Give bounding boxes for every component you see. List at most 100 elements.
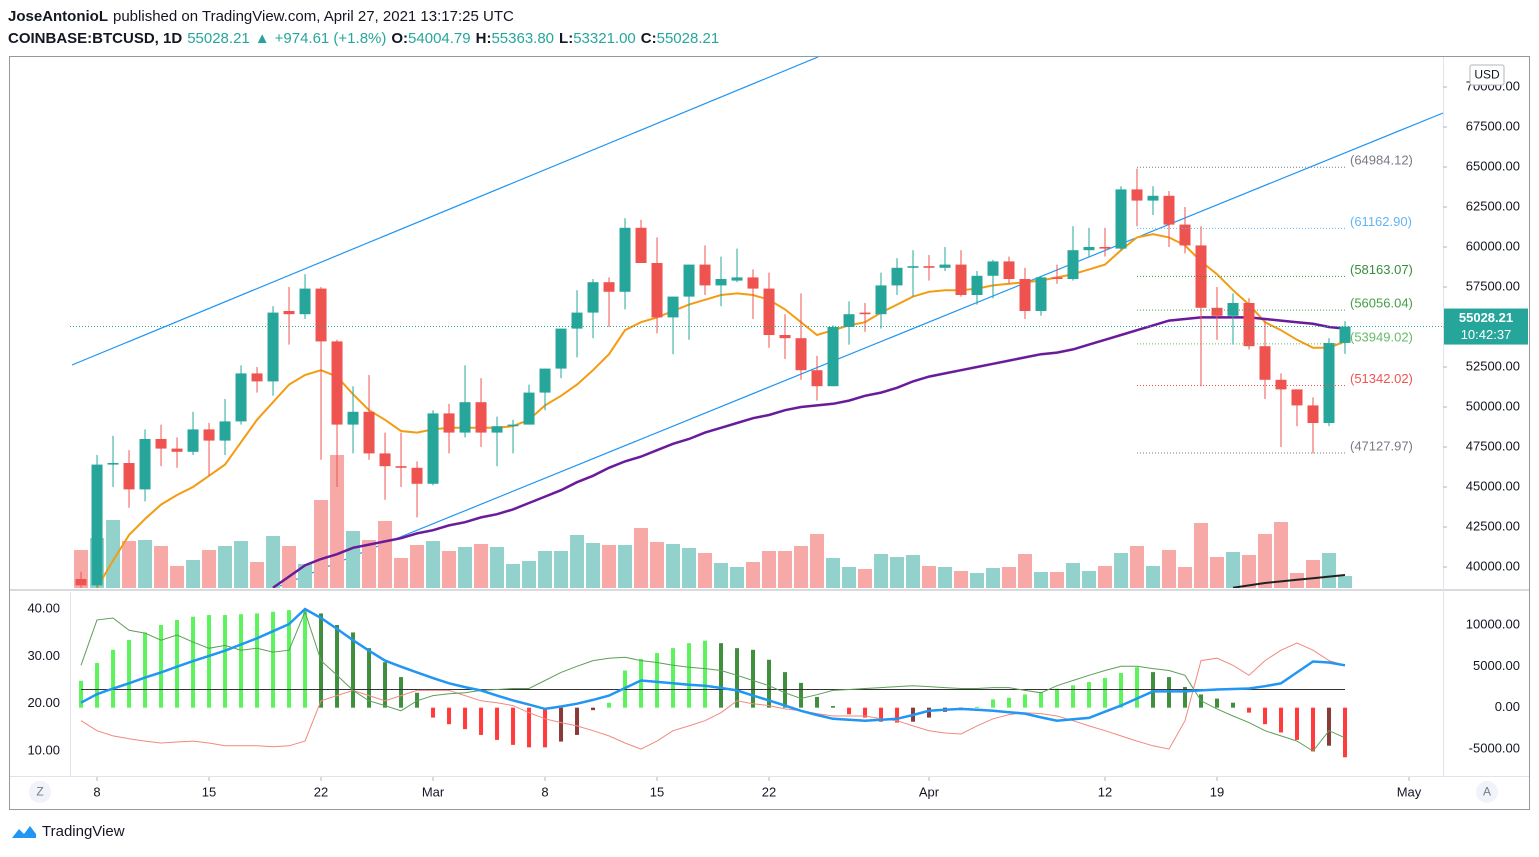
volume-bar (682, 548, 697, 588)
histogram-bar (463, 707, 468, 730)
candle-body (603, 282, 615, 292)
trend-line (274, 112, 1443, 588)
candle-body (1179, 224, 1191, 246)
volume-bar (1162, 550, 1177, 588)
volume-bar (74, 550, 89, 588)
histogram-bar (767, 659, 772, 708)
o-label: O: (391, 30, 409, 47)
h-label: H: (475, 30, 492, 47)
histogram-bar (719, 643, 724, 708)
volume-bar (714, 563, 729, 588)
volume-bar (618, 545, 633, 588)
h: 55363.80 (491, 30, 555, 47)
histogram-bar (1039, 691, 1044, 708)
histogram-bar (1183, 687, 1188, 708)
volume-bar (442, 551, 457, 588)
candle-body (1099, 247, 1111, 249)
author: JoseAntonioL (8, 8, 108, 25)
volume-bar (1322, 553, 1337, 588)
button[interactable] (1476, 781, 1498, 803)
histogram-bar (1055, 688, 1060, 708)
candle-body (315, 288, 327, 342)
histogram-bar (1263, 707, 1268, 725)
volume-bar (922, 566, 937, 588)
candle-body (75, 579, 87, 586)
button[interactable] (29, 781, 51, 803)
volume-bar (314, 500, 329, 588)
histogram-bar (1327, 707, 1332, 746)
right-tick-label: -5000.00 (1469, 740, 1520, 755)
histogram-bar (95, 663, 100, 708)
volume-bar (106, 520, 121, 588)
histogram-bar (399, 677, 404, 708)
volume-bar (186, 560, 201, 588)
candle-body (1211, 307, 1223, 316)
candle-body (491, 426, 503, 433)
volume-bar (1114, 553, 1129, 588)
histogram-bar (1295, 707, 1300, 740)
histogram-bar (1007, 697, 1012, 708)
candle-body (1291, 389, 1303, 406)
countdown: 10:42:37 (1461, 327, 1512, 342)
x-tick-label: Apr (919, 784, 940, 799)
right-tick-label: 0.00 (1495, 699, 1520, 714)
histogram-bar (815, 696, 820, 708)
candle-body (379, 453, 391, 467)
c: 55028.21 (656, 30, 720, 47)
volume-bar (378, 521, 393, 588)
volume-bar (1034, 572, 1049, 588)
indicator-line (80, 610, 1346, 752)
volume-bar (1338, 576, 1353, 588)
volume-bar (970, 573, 985, 588)
x-tick-label: 12 (1098, 784, 1112, 799)
candle-body (443, 413, 455, 433)
histogram-bar (927, 707, 932, 718)
candle-body (939, 264, 951, 268)
candle-body (1083, 247, 1095, 251)
histogram-bar (671, 648, 676, 708)
button-label[interactable]: Z (36, 785, 43, 799)
volume-bar (170, 566, 185, 588)
candle-body (235, 373, 247, 422)
histogram-bar (735, 648, 740, 708)
y-tick-label: 42500.00 (1466, 518, 1520, 533)
indicator-line (80, 642, 1346, 750)
candle-body (283, 311, 295, 315)
volume-bar (874, 554, 889, 588)
x-tick-label: 19 (1210, 784, 1224, 799)
y-tick-label: 52500.00 (1466, 358, 1520, 373)
histogram-bar (655, 653, 660, 708)
volume-bar (234, 541, 249, 588)
button-label[interactable]: A (1483, 785, 1491, 799)
o: 54004.79 (408, 30, 471, 47)
main-pane: (64984.12) (61162.90) (58163.07) (56056.04)… (70, 57, 1443, 588)
candle-body (411, 467, 423, 484)
candle-body (667, 296, 679, 318)
volume-bar (1306, 560, 1321, 588)
volume-bar (1018, 554, 1033, 588)
header: JoseAntonioL published on TradingView.com… (8, 6, 719, 50)
volume-bar (986, 568, 1001, 588)
volume-bar (218, 546, 233, 588)
volume-bar (858, 569, 873, 588)
candle-body (715, 279, 727, 286)
histogram-bar (687, 643, 692, 708)
candle-body (155, 439, 167, 449)
candle-body (539, 368, 551, 393)
volume-bar (282, 546, 297, 588)
volume-bar (698, 553, 713, 588)
fib-label: (47127.97) (1350, 438, 1413, 453)
volume-bar (906, 555, 921, 588)
volume-bar (1242, 555, 1257, 588)
last-price-label: 55028.21 (1459, 310, 1513, 325)
histogram-bar (447, 707, 452, 725)
change: +974.61 (+1.8%) (274, 30, 387, 47)
candle-body (1019, 279, 1031, 311)
publish-line: JoseAntonioL published on TradingView.com… (8, 6, 719, 28)
histogram-bar (975, 706, 980, 708)
volume-bar (346, 531, 361, 588)
candle-body (1067, 250, 1079, 279)
x-tick-label: 8 (93, 784, 100, 799)
l-label: L: (559, 30, 574, 47)
candle-body (635, 227, 647, 263)
